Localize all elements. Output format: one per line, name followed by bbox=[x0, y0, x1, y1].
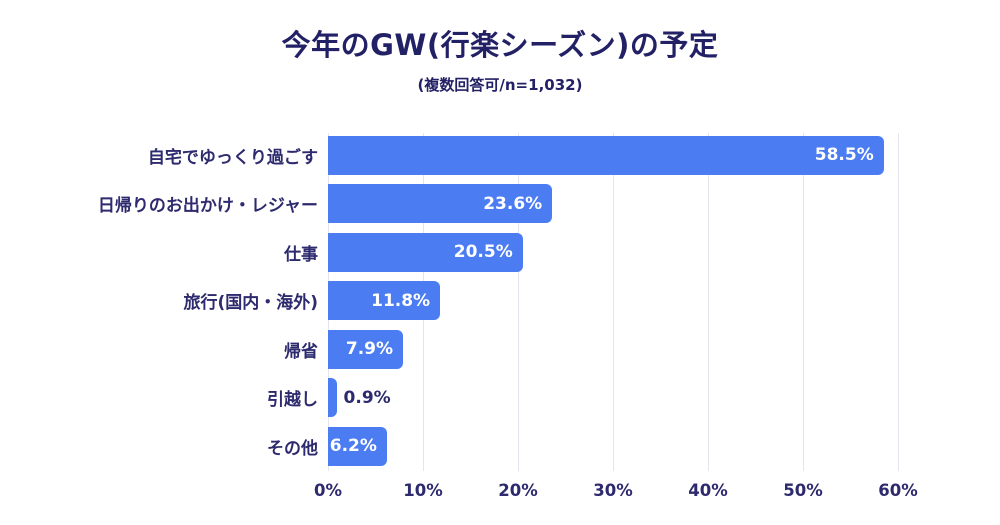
x-tick-label: 20% bbox=[498, 481, 538, 500]
chart-row: 仕事 20.5% bbox=[0, 228, 1000, 277]
bar: 20.5% bbox=[328, 232, 523, 272]
value-label: 23.6% bbox=[483, 193, 543, 214]
category-label: 旅行(国内・海外) bbox=[183, 293, 318, 314]
chart-row: 日帰りのお出かけ・レジャー 23.6% bbox=[0, 180, 1000, 229]
bar: 11.8% bbox=[328, 281, 441, 321]
chart-header: 今年のGW(行楽シーズン)の予定 (複数回答可/n=1,032) bbox=[0, 0, 1000, 95]
bar: 23.6% bbox=[328, 184, 553, 224]
bar-track: 6.2% bbox=[328, 426, 1000, 466]
bar-track: 11.8% bbox=[328, 281, 1000, 321]
bar-track: 7.9% bbox=[328, 329, 1000, 369]
chart-subtitle: (複数回答可/n=1,032) bbox=[417, 76, 583, 94]
value-label: 20.5% bbox=[453, 242, 513, 263]
x-axis: 0% 10% 20% 30% 40% 50% 60% bbox=[314, 475, 918, 505]
bar: 7.9% bbox=[328, 329, 404, 369]
x-tick-label: 40% bbox=[688, 481, 728, 500]
chart-row: 旅行(国内・海外) 11.8% bbox=[0, 277, 1000, 326]
bar: 58.5% bbox=[328, 135, 884, 175]
category-label: 帰省 bbox=[284, 341, 318, 362]
plot-area: 自宅でゆっくり過ごす 58.5% 日帰りのお出かけ・レジャー 23.6% 仕事 20.5%… bbox=[0, 131, 1000, 471]
chart-row: 帰省 7.9% bbox=[0, 325, 1000, 374]
category-label: 日帰りのお出かけ・レジャー bbox=[97, 196, 318, 217]
chart-row: 自宅でゆっくり過ごす 58.5% bbox=[0, 131, 1000, 180]
chart-row: その他 6.2% bbox=[0, 422, 1000, 471]
x-tick-label: 10% bbox=[403, 481, 443, 500]
gridline bbox=[613, 133, 614, 471]
value-label: 0.9% bbox=[343, 387, 391, 408]
gridline bbox=[803, 133, 804, 471]
value-label: 11.8% bbox=[371, 290, 431, 311]
bar-track: 0.9% bbox=[328, 378, 1000, 418]
x-tick-label: 0% bbox=[313, 481, 343, 500]
gridline bbox=[518, 133, 519, 471]
gridline bbox=[898, 133, 899, 471]
bar-rows: 自宅でゆっくり過ごす 58.5% 日帰りのお出かけ・レジャー 23.6% 仕事 20.5%… bbox=[0, 131, 1000, 471]
category-label: 自宅でゆっくり過ごす bbox=[147, 147, 318, 168]
gridline bbox=[708, 133, 709, 471]
category-label: 仕事 bbox=[284, 244, 318, 265]
value-label: 7.9% bbox=[345, 339, 394, 360]
chart-title: 今年のGW(行楽シーズン)の予定 bbox=[281, 28, 719, 62]
bar: 6.2% bbox=[328, 426, 387, 466]
bar bbox=[328, 378, 337, 418]
category-label: その他 bbox=[267, 438, 318, 459]
bar-track: 20.5% bbox=[328, 232, 1000, 272]
bar-track: 58.5% bbox=[328, 135, 1000, 175]
x-tick-label: 60% bbox=[878, 481, 918, 500]
chart-row: 引越し 0.9% bbox=[0, 374, 1000, 423]
value-label: 58.5% bbox=[814, 145, 874, 166]
x-tick-label: 50% bbox=[783, 481, 823, 500]
bar-chart: 自宅でゆっくり過ごす 58.5% 日帰りのお出かけ・レジャー 23.6% 仕事 20.5%… bbox=[0, 131, 1000, 500]
bar-track: 23.6% bbox=[328, 184, 1000, 224]
category-label: 引越し bbox=[267, 390, 318, 411]
value-label: 6.2% bbox=[329, 436, 377, 457]
x-tick-label: 30% bbox=[593, 481, 633, 500]
